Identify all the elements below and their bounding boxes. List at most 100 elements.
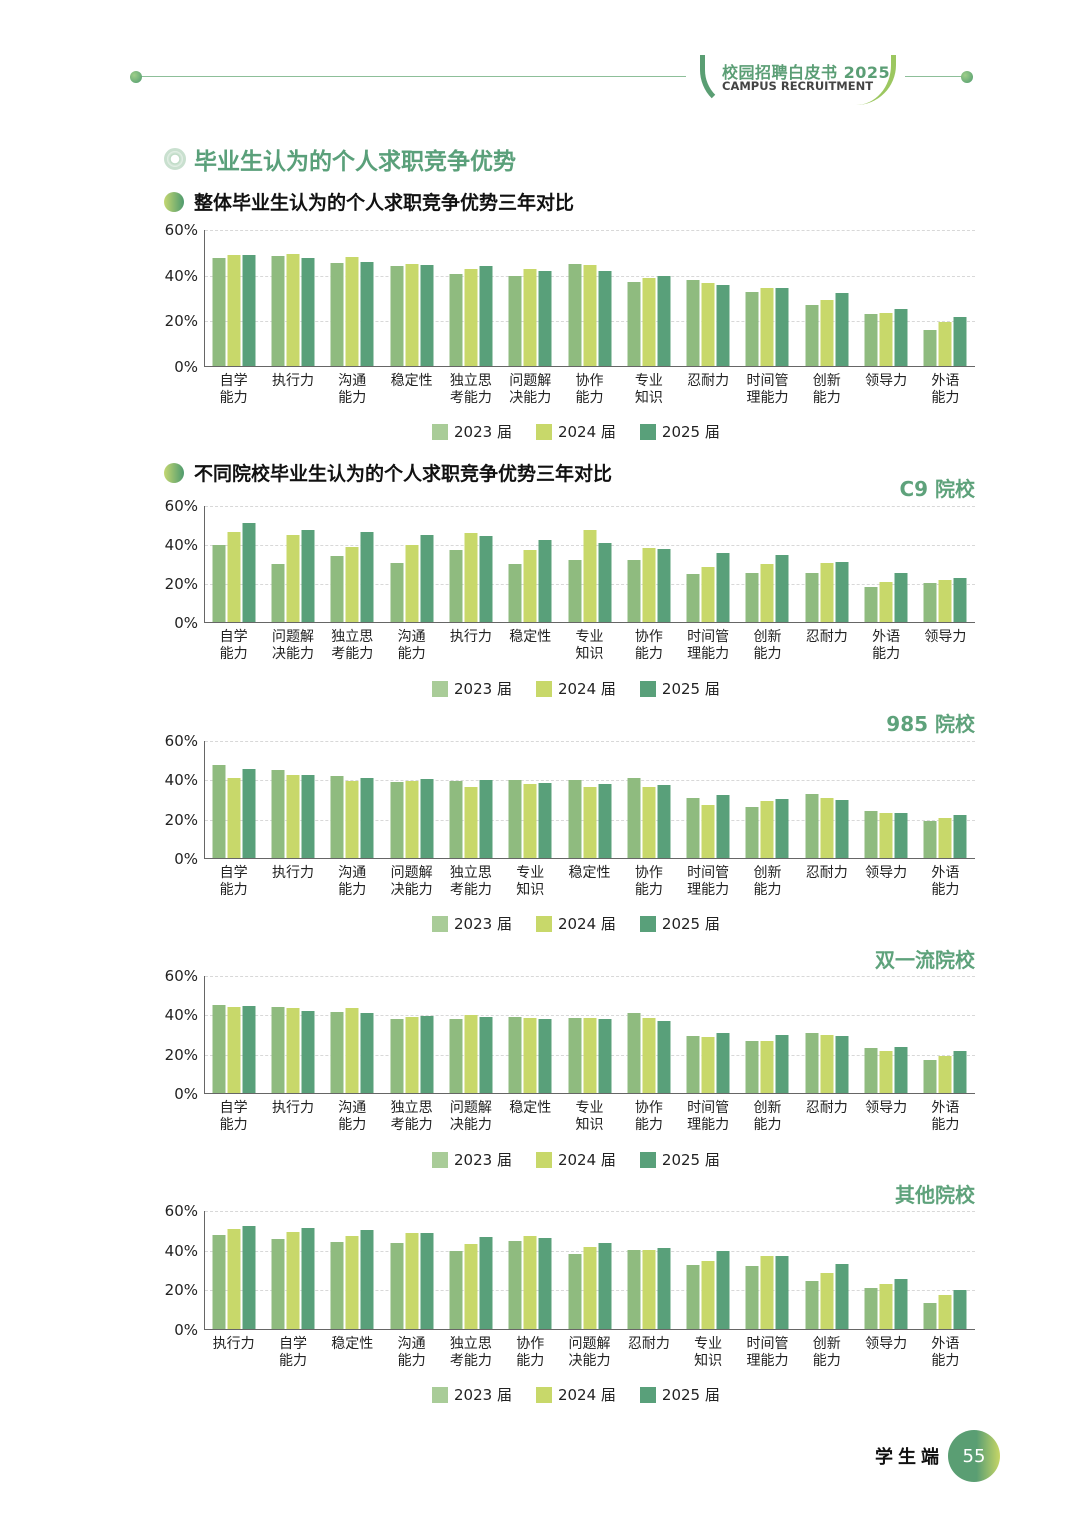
legend-item: 2023 届 [432,421,512,442]
bar-2024 [523,550,537,622]
bar-2025 [657,784,671,858]
bar-2023 [330,776,344,858]
legend-label: 2023 届 [454,680,512,698]
x-tick-label: 问题解 决能力 [271,629,314,662]
category-group: 沟通 能力 [382,506,441,662]
bar-2023 [390,1242,404,1329]
x-tick-label: 时间管 理能力 [687,629,730,662]
bar-2025 [360,777,374,858]
x-tick-label: 自学 能力 [219,629,248,662]
y-tick-label: 60% [164,221,198,239]
legend-swatch-icon [432,423,448,440]
category-group: 外语 能力 [856,506,915,662]
chart-title-other: 其他院校 [895,1183,975,1207]
bar-2025 [242,522,256,622]
y-tick-label: 20% [164,1281,198,1300]
bar-2024 [701,1260,715,1329]
legend-label: 2023 届 [454,915,512,933]
bar-2025 [598,542,612,622]
bar-2024 [760,1256,774,1329]
x-tick-label: 协作 能力 [516,1336,545,1369]
bar-2024 [938,1294,952,1329]
x-axis [204,857,975,859]
bar-2025 [835,562,849,622]
bar-2025 [242,1226,256,1329]
y-tick-label: 60% [164,732,198,750]
x-tick-label: 沟通 能力 [397,629,426,662]
legend-swatch-icon [639,680,656,697]
bar-2024 [701,804,715,858]
chart-c9: 60% 40% 20% 0% 自学 能力 问题解 决能力 独立思 考能力 沟通 能力 执行力 稳定… [150,497,980,662]
legend-label: 2023 届 [454,423,512,441]
category-group: 专业 知识 [679,1211,738,1369]
bar-2024 [938,1056,952,1093]
x-tick-label: 忍耐力 [805,1100,848,1116]
legend-item: 2025 届 [639,913,720,934]
bar-2024 [879,1051,893,1093]
bar-2024 [583,1246,597,1329]
legend: 2023 届 2024 届 2025 届 [432,1149,720,1170]
bar-2023 [508,276,522,366]
x-tick-label: 忍耐力 [687,373,730,389]
bar-2023 [627,560,641,622]
bar-2023 [805,304,819,366]
bar-2023 [271,1239,285,1329]
category-group: 时间管 理能力 [679,976,738,1133]
legend-swatch-icon [535,915,552,932]
header-dot-right [961,71,973,83]
x-axis [204,621,975,623]
category-group: 执行力 [263,741,322,881]
x-tick-label: 协作 能力 [634,629,663,662]
x-tick-label: 自学 能力 [219,865,248,898]
x-tick-label: 创新 能力 [753,865,782,898]
bar-2024 [642,1249,656,1329]
bar-2025 [775,288,789,366]
bar-2024 [760,288,774,366]
y-tick-label: 0% [174,1321,198,1339]
bar-2024 [642,1018,656,1093]
y-tick-label: 0% [174,850,198,868]
x-tick-label: 稳定性 [509,629,552,645]
page-number: 55 [948,1430,1000,1482]
bar-2025 [301,1010,315,1093]
category-group: 忍耐力 [797,741,856,881]
bar-2024 [464,1243,478,1329]
bar-2024 [583,529,597,622]
bar-2023 [508,1240,522,1329]
x-tick-label: 创新 能力 [812,1336,841,1369]
bar-2025 [657,548,671,622]
bar-2023 [449,781,463,858]
bar-2024 [345,256,359,366]
bar-2023 [923,821,937,858]
x-tick-label: 问题解 决能力 [390,865,433,898]
x-tick-label: 执行力 [271,373,314,389]
x-tick-label: 领导力 [865,865,908,881]
category-group: 问题解 决能力 [441,976,500,1133]
category-group: 创新 能力 [738,741,797,898]
legend-swatch-icon [432,1151,448,1168]
plot-area: 60% 40% 20% 0% 自学 能力 执行力 沟通 能力 稳定性 独立思 考能力 问题解 决能… [165,221,975,406]
x-tick-label: 外语 能力 [931,1100,960,1133]
category-group: 创新 能力 [738,506,797,662]
legend-swatch-icon [639,1386,656,1403]
legend-item: 2024 届 [535,913,616,934]
bar-2024 [938,579,952,622]
category-group: 独立思 考能力 [441,741,500,898]
x-tick-label: 专业 知识 [634,373,663,406]
bar-2024 [286,1008,300,1093]
legend-label: 2025 届 [661,423,720,441]
bar-2024 [820,1035,834,1093]
bar-2025 [301,1227,315,1329]
category-group: 问题解 决能力 [501,230,560,406]
bar-2023 [271,1006,285,1093]
bar-2024 [286,254,300,366]
bar-2024 [820,798,834,858]
bar-2025 [420,778,434,858]
bar-2025 [242,255,256,366]
category-group: 外语 能力 [916,741,975,898]
y-tick-label: 20% [164,810,198,829]
category-group: 沟通 能力 [382,1211,441,1369]
category-group: 领导力 [856,1211,915,1352]
legend-label: 2025 届 [661,1151,720,1169]
legend-label: 2024 届 [557,680,616,698]
